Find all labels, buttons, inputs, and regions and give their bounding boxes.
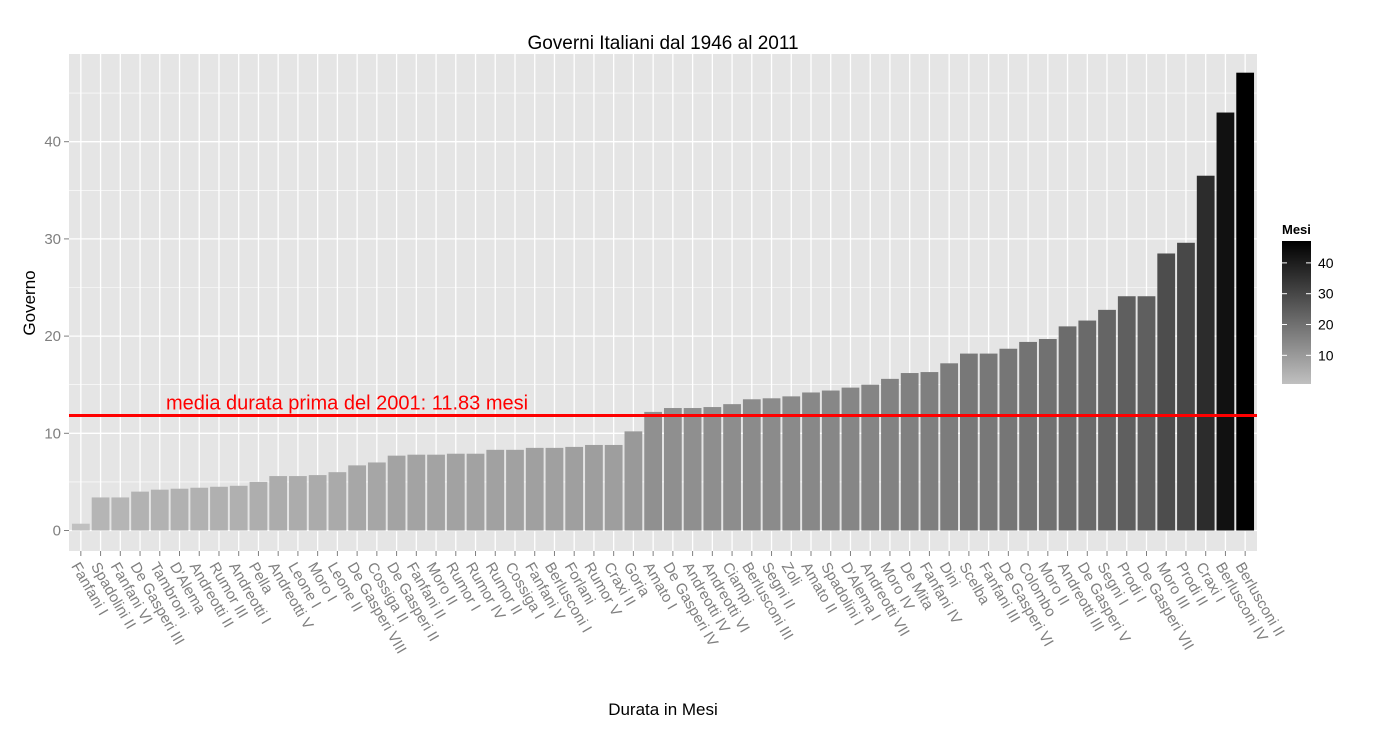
bar bbox=[427, 454, 445, 531]
bar bbox=[545, 447, 564, 531]
bar bbox=[1058, 326, 1077, 531]
legend-tick-label: 40 bbox=[1318, 255, 1334, 271]
bar bbox=[624, 431, 643, 531]
bar bbox=[328, 472, 347, 531]
bar bbox=[940, 363, 959, 531]
bar bbox=[821, 390, 840, 531]
bar bbox=[466, 453, 485, 531]
bar bbox=[269, 476, 288, 531]
y-axis-title: Governo bbox=[20, 270, 39, 335]
bar bbox=[979, 353, 998, 531]
bar bbox=[446, 453, 465, 531]
bar bbox=[841, 387, 860, 531]
bar bbox=[308, 475, 327, 531]
legend-tick-label: 10 bbox=[1318, 347, 1334, 363]
y-tick-label: 30 bbox=[44, 231, 61, 248]
bar bbox=[1216, 112, 1235, 531]
bar bbox=[1019, 341, 1037, 531]
bar bbox=[1236, 72, 1255, 531]
bar bbox=[703, 407, 722, 531]
bar bbox=[506, 449, 524, 531]
bar bbox=[111, 497, 130, 531]
bar bbox=[900, 373, 919, 531]
bar bbox=[71, 523, 90, 531]
x-axis-title: Durata in Mesi bbox=[608, 700, 718, 719]
bar bbox=[210, 486, 228, 531]
bar bbox=[407, 454, 426, 531]
bar bbox=[861, 384, 880, 531]
bar bbox=[525, 447, 544, 531]
bar bbox=[1137, 296, 1156, 531]
y-axis: 0 10 20 30 40 bbox=[44, 134, 69, 540]
y-tick-label: 10 bbox=[44, 425, 61, 442]
bar bbox=[1196, 175, 1215, 531]
bar bbox=[802, 392, 820, 531]
bar bbox=[1157, 253, 1176, 531]
legend-tick-label: 20 bbox=[1318, 317, 1334, 333]
bar bbox=[1078, 320, 1097, 531]
bar bbox=[604, 444, 623, 531]
bar bbox=[150, 489, 169, 531]
bar bbox=[190, 487, 209, 531]
bar bbox=[249, 481, 268, 531]
mean-annotation: media durata prima del 2001: 11.83 mesi bbox=[166, 393, 528, 415]
bar bbox=[229, 485, 248, 531]
bar bbox=[960, 353, 978, 531]
bar bbox=[723, 404, 741, 531]
bar bbox=[289, 476, 307, 531]
bar bbox=[1038, 339, 1057, 531]
bar bbox=[131, 491, 149, 531]
bar bbox=[683, 408, 702, 531]
bar bbox=[170, 488, 189, 531]
bar bbox=[663, 408, 682, 531]
bar bbox=[999, 348, 1018, 531]
bar bbox=[367, 462, 386, 531]
legend-title: Mesi bbox=[1282, 222, 1311, 237]
bar bbox=[91, 497, 110, 531]
legend-tick-label: 30 bbox=[1318, 286, 1334, 302]
chart-title: Governi Italiani dal 1946 al 2011 bbox=[527, 33, 798, 54]
y-tick-label: 20 bbox=[44, 328, 61, 345]
bar bbox=[742, 399, 761, 531]
bar bbox=[644, 411, 663, 531]
bar bbox=[348, 465, 366, 531]
bar bbox=[1117, 296, 1136, 531]
legend: Mesi 10 20 30 40 bbox=[1282, 222, 1334, 384]
bar bbox=[486, 449, 505, 531]
bar bbox=[1098, 309, 1116, 531]
legend-colorbar bbox=[1282, 241, 1311, 384]
bar bbox=[920, 372, 939, 531]
y-tick-label: 0 bbox=[53, 523, 61, 540]
bar bbox=[585, 444, 603, 531]
bar bbox=[1177, 242, 1195, 531]
bar bbox=[565, 446, 584, 531]
bar bbox=[881, 378, 899, 531]
bar bbox=[782, 396, 801, 531]
bar bbox=[387, 455, 406, 531]
y-tick-label: 40 bbox=[44, 134, 61, 151]
bar bbox=[762, 398, 781, 531]
